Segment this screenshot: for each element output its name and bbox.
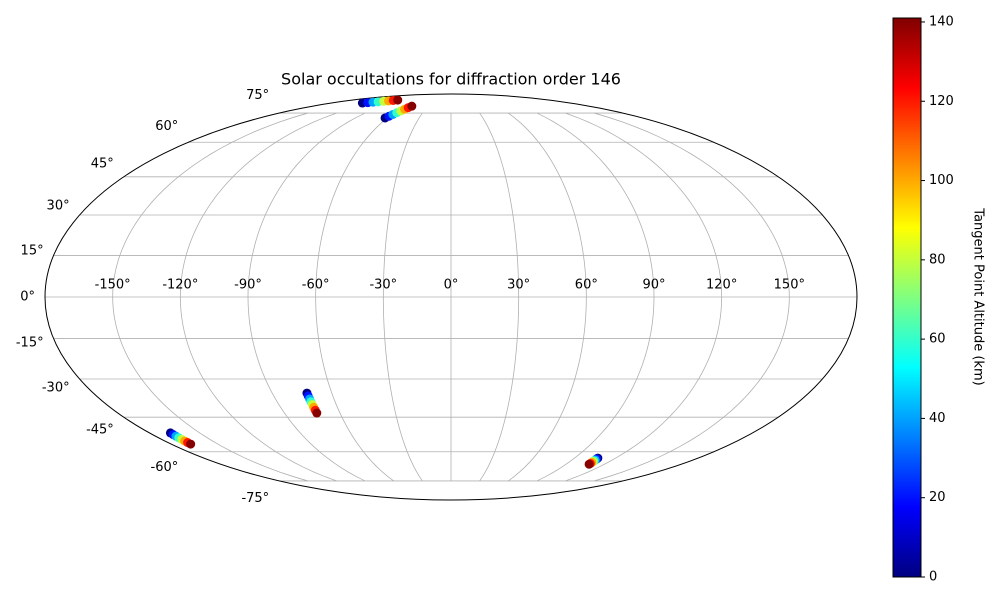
occultation-point — [393, 95, 403, 105]
x-tick-label: -90° — [234, 278, 262, 293]
colorbar-tick-label: 80 — [929, 252, 946, 267]
map-frame — [44, 93, 858, 501]
occultation-point — [584, 459, 594, 469]
x-tick-label: 90° — [642, 278, 665, 293]
x-tick-label: 120° — [706, 278, 737, 293]
colorbar-gradient — [892, 17, 922, 578]
y-tick-label: 75° — [246, 88, 269, 103]
y-tick-label: 45° — [91, 157, 114, 172]
y-tick-label: -75° — [241, 491, 269, 506]
y-tick-label: -60° — [151, 460, 179, 475]
x-tick-label: -30° — [369, 278, 397, 293]
x-tick-label: 0° — [444, 278, 459, 293]
colorbar-tick-label: 100 — [929, 173, 954, 188]
colorbar-tick-label: 20 — [929, 490, 946, 505]
occultation-point — [312, 408, 322, 418]
colorbar-tick-label: 60 — [929, 332, 946, 347]
x-tick-label: 60° — [575, 278, 598, 293]
x-tick-label: -120° — [162, 278, 198, 293]
colorbar-tick-label: 40 — [929, 411, 946, 426]
y-tick-label: 15° — [21, 243, 44, 258]
x-tick-label: -60° — [302, 278, 330, 293]
colorbar-tick-label: 0 — [929, 570, 937, 585]
colorbar-label: Tangent Point Altitude (km) — [971, 207, 986, 385]
y-tick-label: 60° — [155, 119, 178, 134]
x-tick-label: 30° — [507, 278, 530, 293]
colorbar-tick-label: 120 — [929, 94, 954, 109]
occultation-point — [186, 439, 196, 449]
x-tick-label: 150° — [774, 278, 805, 293]
y-tick-label: -30° — [42, 381, 70, 396]
y-tick-label: 0° — [20, 290, 35, 305]
y-tick-label: -45° — [86, 422, 114, 437]
points — [165, 95, 603, 469]
y-tick-label: -15° — [16, 336, 44, 351]
occultation-point — [407, 101, 417, 111]
colorbar-tick-label: 140 — [929, 14, 954, 29]
colorbar: 0 20 40 60 80 100 120 140 Tangent Point Altitude… — [892, 14, 986, 585]
grid — [45, 112, 857, 482]
x-tick-label: -150° — [95, 278, 131, 293]
y-tick-label: 30° — [47, 198, 70, 213]
chart-title: Solar occultations for diffraction order… — [281, 70, 621, 89]
